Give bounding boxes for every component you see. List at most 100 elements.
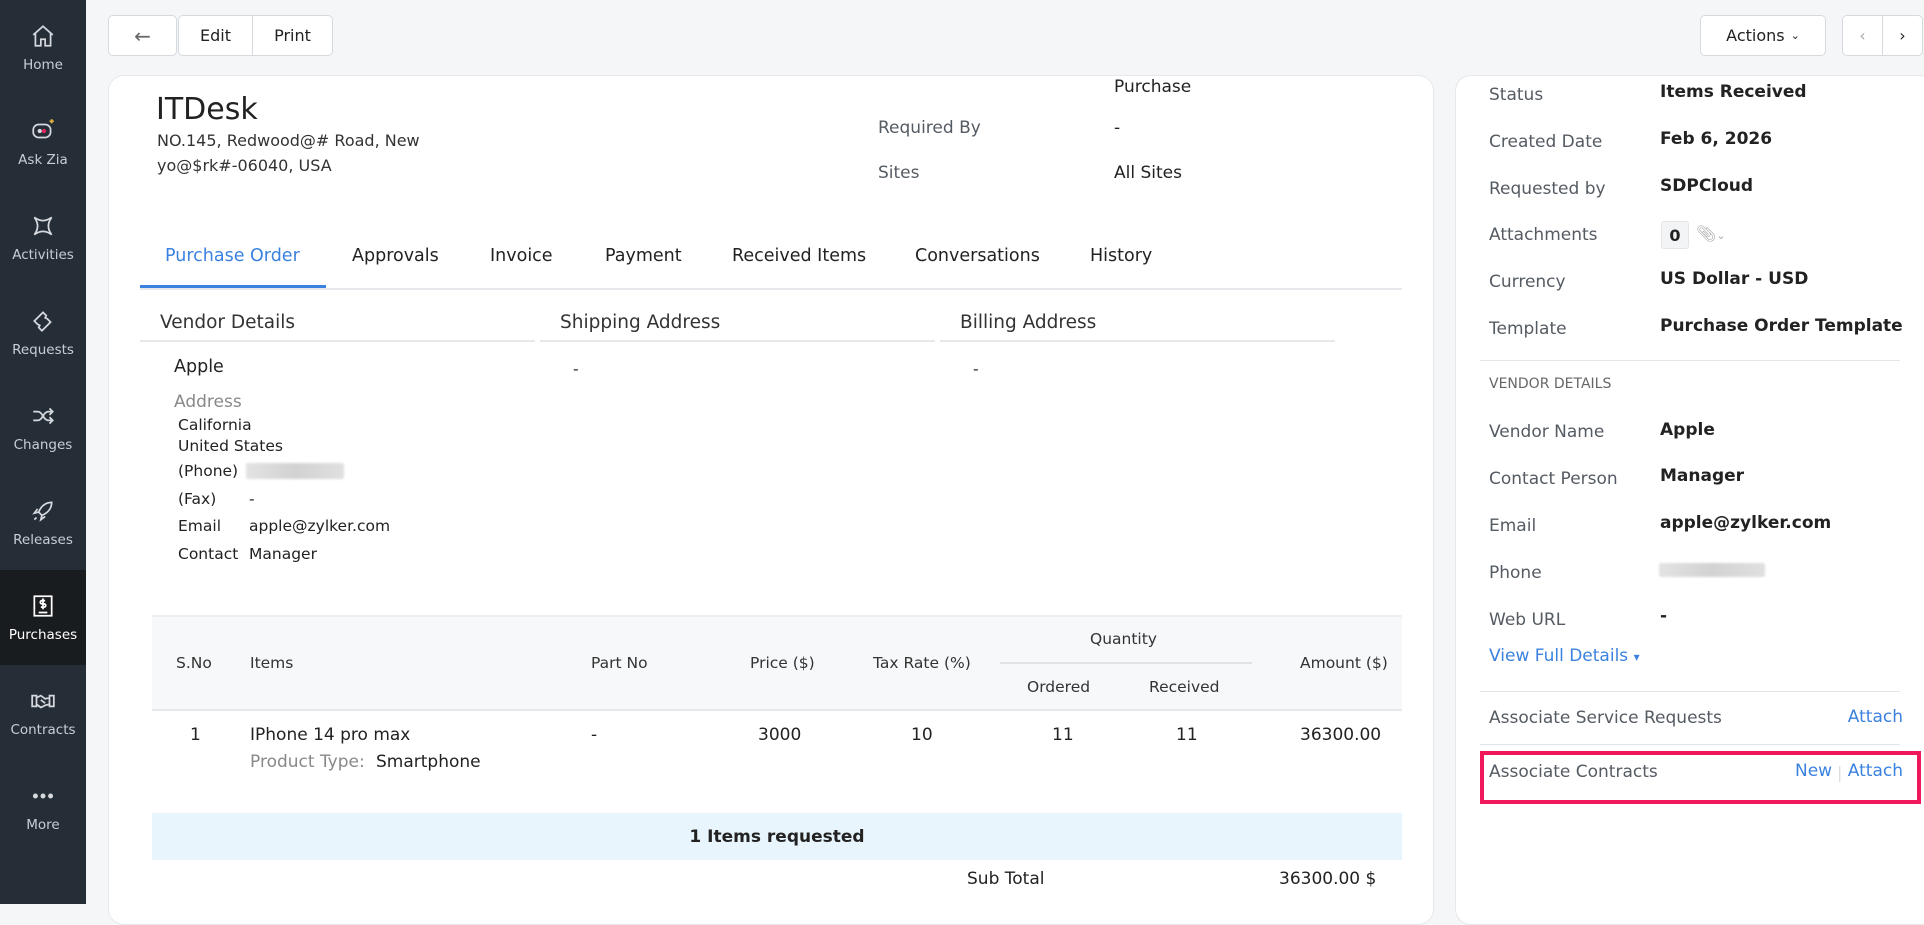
col-part-no: Part No <box>591 654 648 672</box>
shipping-address-heading: Shipping Address <box>560 312 721 333</box>
sites-value: All Sites <box>1114 163 1182 183</box>
sidebar-item-activities[interactable]: Activities <box>0 190 86 285</box>
sidebar: Home Ask Zia Activities Requests Changes… <box>0 0 86 904</box>
tab-received-items[interactable]: Received Items <box>732 246 867 266</box>
sites-label: Sites <box>878 163 920 183</box>
template-label: Template <box>1489 319 1567 339</box>
divider <box>940 340 1335 342</box>
purchase-order-card <box>108 75 1434 925</box>
chevron-down-icon: ⌄ <box>1716 229 1726 242</box>
requested-by-value: SDPCloud <box>1660 176 1754 196</box>
zia-chat-icon <box>32 118 54 138</box>
new-contract-link[interactable]: New <box>1795 761 1833 781</box>
cell-price: 3000 <box>758 725 802 745</box>
attachments-count: 0 <box>1661 221 1689 249</box>
view-full-details-link[interactable]: View Full Details ▾ <box>1489 646 1640 666</box>
contact-person-label: Contact Person <box>1489 469 1618 489</box>
edit-button[interactable]: Edit <box>178 15 253 56</box>
billing-address-heading: Billing Address <box>960 312 1097 333</box>
vendor-name-label: Vendor Name <box>1489 422 1605 442</box>
next-button[interactable]: › <box>1882 15 1923 56</box>
details-panel: Status Items Received Created Date Feb 6… <box>1455 75 1924 925</box>
nav-label: Home <box>23 56 63 73</box>
back-button[interactable]: ← <box>108 15 177 56</box>
nav-label: Activities <box>12 246 74 263</box>
vendor-name-value: Apple <box>1660 420 1715 440</box>
billing-value: - <box>973 360 979 378</box>
nav-label: Ask Zia <box>18 151 68 168</box>
tab-invoice[interactable]: Invoice <box>490 246 553 266</box>
created-date-label: Created Date <box>1489 132 1603 152</box>
web-url-value: - <box>1660 606 1668 626</box>
chevron-left-icon: ‹ <box>1859 26 1866 45</box>
ticket-icon <box>33 310 52 332</box>
vendor-name: Apple <box>174 357 224 377</box>
nav-label: Releases <box>13 531 73 548</box>
tab-approvals[interactable]: Approvals <box>352 246 439 266</box>
actions-dropdown[interactable]: Actions ⌄ <box>1700 15 1826 56</box>
col-sno: S.No <box>176 654 212 672</box>
divider <box>540 340 935 342</box>
tab-payment[interactable]: Payment <box>605 246 682 266</box>
cell-part-no: - <box>591 725 598 745</box>
sidebar-item-ask-zia[interactable]: Ask Zia <box>0 95 86 190</box>
web-url-label: Web URL <box>1489 610 1566 630</box>
email-value: apple@zylker.com <box>249 517 391 535</box>
org-address-line2: yo@$rk#-06040, USA <box>157 156 332 175</box>
sidebar-item-changes[interactable]: Changes <box>0 380 86 475</box>
fax-value: - <box>249 490 255 508</box>
address-line1: California <box>178 416 252 434</box>
tab-conversations[interactable]: Conversations <box>915 246 1040 266</box>
attachments-label: Attachments <box>1489 225 1598 245</box>
template-value: Purchase Order Template <box>1660 316 1903 336</box>
email-label: Email <box>1489 516 1537 536</box>
sidebar-item-purchases[interactable]: Purchases <box>0 570 86 665</box>
associate-contracts-highlight <box>1480 751 1921 804</box>
tab-history[interactable]: History <box>1090 246 1153 266</box>
nav-label: Requests <box>12 341 74 358</box>
home-icon <box>32 24 54 47</box>
sidebar-item-more[interactable]: More <box>0 760 86 855</box>
sidebar-item-requests[interactable]: Requests <box>0 285 86 380</box>
nav-label: Contracts <box>10 721 76 738</box>
divider <box>1480 691 1900 692</box>
subtotal-value: 36300.00 $ <box>1279 869 1377 889</box>
dollar-document-icon <box>33 594 53 617</box>
previous-button[interactable]: ‹ <box>1842 15 1883 56</box>
active-tab-indicator <box>140 285 326 288</box>
address-label: Address <box>174 392 242 412</box>
cell-sno: 1 <box>190 725 201 745</box>
tab-bar-divider <box>140 288 1402 290</box>
contact-value: Manager <box>249 545 317 563</box>
phone-label: Phone <box>1489 563 1542 583</box>
divider <box>140 340 535 342</box>
subtotal-label: Sub Total <box>967 869 1045 889</box>
sidebar-item-home[interactable]: Home <box>0 0 86 95</box>
nav-label: More <box>26 816 60 833</box>
tab-purchase-order[interactable]: Purchase Order <box>165 246 300 266</box>
print-button[interactable]: Print <box>252 15 333 56</box>
divider <box>1480 360 1900 361</box>
created-date-value: Feb 6, 2026 <box>1660 129 1773 149</box>
attach-contract-link[interactable]: Attach <box>1847 761 1903 781</box>
vendor-details-heading: Vendor Details <box>160 312 296 333</box>
actions-label: Actions <box>1726 26 1785 45</box>
currency-label: Currency <box>1489 272 1566 292</box>
cell-tax: 10 <box>911 725 933 745</box>
associate-contracts-label: Associate Contracts <box>1489 762 1658 782</box>
attachment-dropdown[interactable]: 📎︎⌄ <box>1696 224 1726 243</box>
cell-received: 11 <box>1176 725 1198 745</box>
status-label: Status <box>1489 85 1544 105</box>
shipping-value: - <box>573 360 579 378</box>
fax-label: (Fax) <box>178 490 217 508</box>
phone-label: (Phone) <box>178 462 239 480</box>
view-full-details-label: View Full Details <box>1489 646 1629 666</box>
cell-ordered: 11 <box>1052 725 1074 745</box>
vendor-details-heading: VENDOR DETAILS <box>1489 376 1612 392</box>
sidebar-item-releases[interactable]: Releases <box>0 475 86 570</box>
chevron-down-icon: ▾ <box>1633 650 1640 664</box>
sidebar-item-contracts[interactable]: Contracts <box>0 665 86 760</box>
col-items: Items <box>250 654 294 672</box>
attach-service-request-link[interactable]: Attach <box>1847 707 1903 727</box>
separator: | <box>1837 763 1843 782</box>
